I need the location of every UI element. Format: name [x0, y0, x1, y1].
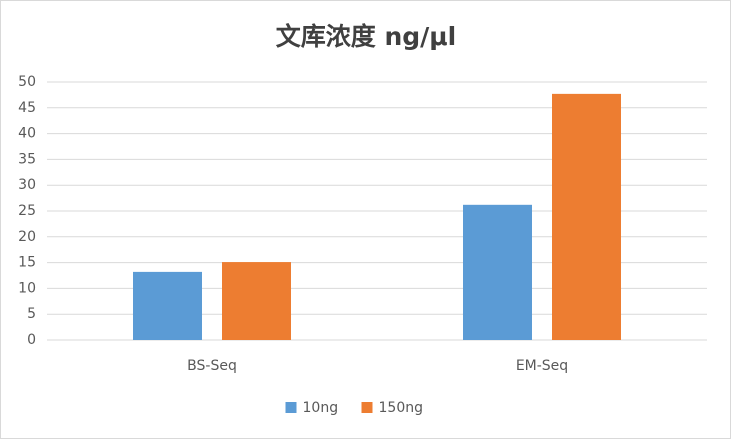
legend-swatch — [361, 402, 373, 413]
y-tick-label: 40 — [18, 126, 36, 142]
bar — [133, 271, 202, 340]
y-tick-label: 25 — [18, 203, 36, 219]
x-tick-label: EM-Seq — [516, 358, 568, 374]
legend-label: 150ng — [379, 400, 423, 416]
legend-label: 10ng — [303, 400, 339, 416]
bar — [463, 204, 532, 340]
y-tick-label: 5 — [27, 306, 36, 322]
y-tick-label: 35 — [18, 151, 36, 167]
y-tick-label: 45 — [18, 100, 36, 116]
y-tick-label: 10 — [18, 280, 36, 296]
y-tick-label: 30 — [18, 177, 36, 193]
legend-swatch — [285, 402, 297, 413]
y-tick-label: 20 — [18, 229, 36, 245]
y-tick-label: 15 — [18, 255, 36, 271]
chart-title: 文库浓度 ng/μl — [276, 22, 457, 51]
bar — [222, 262, 291, 340]
x-tick-label: BS-Seq — [187, 358, 237, 374]
y-tick-label: 0 — [27, 332, 36, 348]
bar — [552, 93, 621, 340]
y-tick-label: 50 — [18, 74, 36, 90]
